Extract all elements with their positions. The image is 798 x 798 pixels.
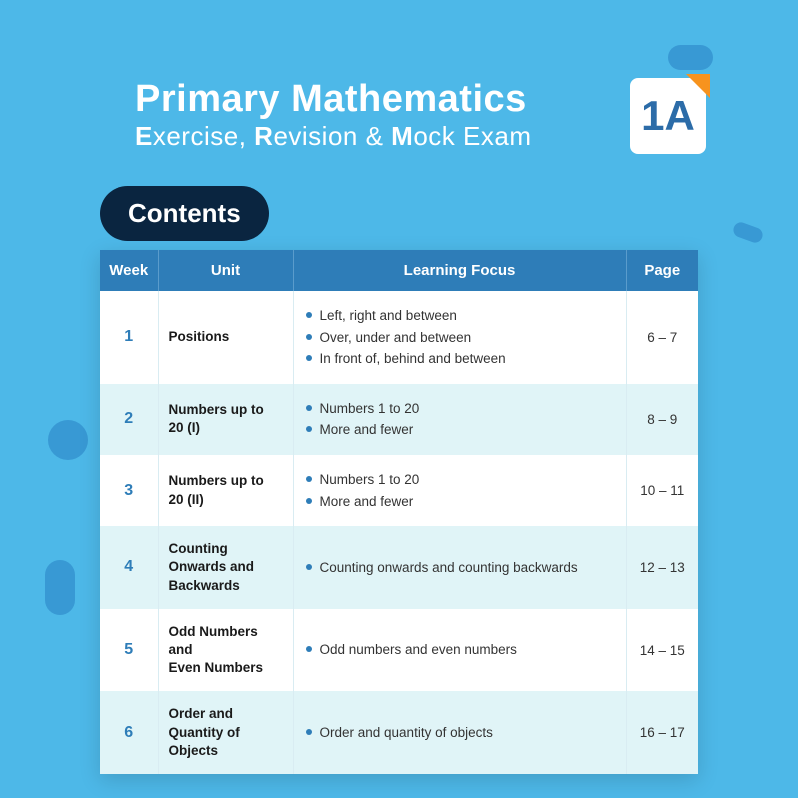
focus-item: Counting onwards and counting backwards [304,557,616,579]
grade-badge: 1A [630,78,706,154]
bg-blob [48,420,88,460]
cell-focus: Odd numbers and even numbers [293,609,626,692]
cell-focus: Left, right and betweenOver, under and b… [293,291,626,384]
cell-page: 14 – 15 [626,609,698,692]
table-row: 1PositionsLeft, right and betweenOver, u… [100,291,698,384]
col-header-unit: Unit [158,250,293,291]
focus-item: More and fewer [304,419,616,441]
focus-item: Odd numbers and even numbers [304,639,616,661]
cell-page: 6 – 7 [626,291,698,384]
focus-item: In front of, behind and between [304,348,616,370]
bg-blob [731,220,764,244]
col-header-week: Week [100,250,158,291]
cell-unit: Positions [158,291,293,384]
focus-item: More and fewer [304,491,616,513]
bg-blob [45,560,75,615]
cell-unit: Numbers up to 20 (II) [158,455,293,526]
focus-item: Over, under and between [304,327,616,349]
cell-page: 12 – 13 [626,526,698,609]
focus-item: Left, right and between [304,305,616,327]
focus-item: Numbers 1 to 20 [304,469,616,491]
table-row: 3Numbers up to 20 (II)Numbers 1 to 20Mor… [100,455,698,526]
contents-table: Week Unit Learning Focus Page 1Positions… [100,250,698,774]
cell-unit: Numbers up to 20 (I) [158,384,293,455]
bg-blob [668,45,713,70]
cell-focus: Numbers 1 to 20More and fewer [293,455,626,526]
cell-focus: Numbers 1 to 20More and fewer [293,384,626,455]
cell-unit: Counting Onwards and Backwards [158,526,293,609]
col-header-page: Page [626,250,698,291]
table-row: 4Counting Onwards and Backwards Counting … [100,526,698,609]
cell-page: 16 – 17 [626,691,698,774]
cell-week: 2 [100,384,158,455]
cell-week: 5 [100,609,158,692]
title-subtitle: Exercise, Revision & Mock Exam [135,121,708,152]
cell-unit: Order and Quantity of Objects [158,691,293,774]
cell-page: 8 – 9 [626,384,698,455]
cell-page: 10 – 11 [626,455,698,526]
cell-focus: Counting onwards and counting backwards [293,526,626,609]
table-header-row: Week Unit Learning Focus Page [100,250,698,291]
cell-focus: Order and quantity of objects [293,691,626,774]
badge-accent-icon [686,74,710,98]
cell-unit: Odd Numbers andEven Numbers [158,609,293,692]
focus-item: Numbers 1 to 20 [304,398,616,420]
grade-badge-text: 1A [641,92,695,140]
col-header-focus: Learning Focus [293,250,626,291]
title-main: Primary Mathematics [135,78,527,121]
table-row: 2Numbers up to 20 (I)Numbers 1 to 20More… [100,384,698,455]
table-row: 5Odd Numbers andEven Numbers Odd numbers … [100,609,698,692]
table-row: 6Order and Quantity of Objects Order and … [100,691,698,774]
page-header: Primary Mathematics Exercise, Revision &… [135,78,708,152]
contents-label: Contents [100,186,269,241]
focus-item: Order and quantity of objects [304,722,616,744]
cell-week: 6 [100,691,158,774]
cell-week: 1 [100,291,158,384]
cell-week: 4 [100,526,158,609]
cell-week: 3 [100,455,158,526]
